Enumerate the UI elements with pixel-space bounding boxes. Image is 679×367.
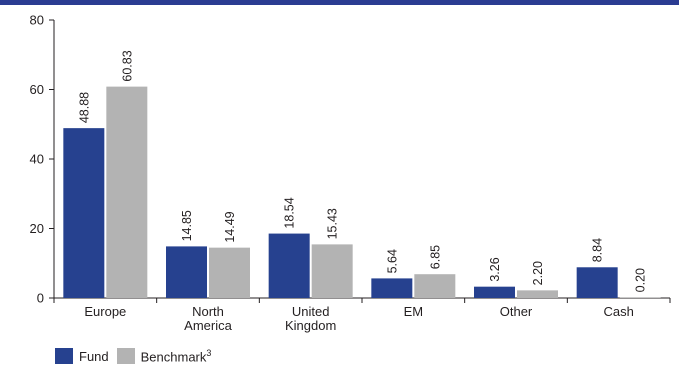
data-label-benchmark: 15.43 [326,208,340,239]
bar-fund [474,286,515,298]
data-label-fund: 48.88 [77,92,91,123]
data-label-fund: 18.54 [283,197,297,228]
y-tick-label: 40 [30,152,44,167]
legend-footnote-marker: 3 [206,347,212,358]
x-category-label: North [192,304,224,319]
y-tick-label: 20 [30,221,44,236]
y-tick-label: 60 [30,82,44,97]
bar-fund [576,267,618,298]
x-category-label: Kingdom [285,318,336,333]
bar-benchmark [106,86,148,298]
bar-benchmark [517,290,558,298]
y-tick-label: 0 [37,291,44,306]
x-category-label: Europe [84,304,126,319]
bar-benchmark [414,274,456,298]
legend-swatch-benchmark [116,347,135,364]
legend-label-benchmark-text: Benchmark [140,349,207,365]
x-category-label: Cash [603,304,633,319]
data-label-fund: 14.85 [180,210,194,241]
legend-item-benchmark: Benchmark3 [116,347,212,364]
legend-label-fund: Fund [79,348,109,364]
bar-benchmark [209,247,250,298]
data-label-benchmark: 6.85 [428,245,442,269]
x-category-label: Other [500,304,533,319]
bar-fund [268,233,310,298]
bar-fund [166,246,207,298]
legend-swatch-fund [55,348,73,364]
x-category-label: United [292,304,330,319]
x-category-label: EM [404,304,424,319]
bar-chart: 0 20 40 60 80 48.88 60.83 Europe 14.85 14.49 North… [30,13,671,333]
bar-fund [63,128,105,298]
data-label-fund: 3.26 [488,257,502,281]
data-label-benchmark: 14.49 [223,211,237,242]
top-accent-bar [0,0,679,5]
data-label-benchmark: 0.20 [634,268,648,292]
chart-legend: Fund Benchmark3 [55,347,219,365]
data-label-fund: 8.84 [591,238,605,262]
bar-fund [371,278,413,298]
legend-item-fund: Fund [55,348,109,364]
bar-benchmark [619,297,661,298]
x-category-label: America [184,318,232,333]
data-label-benchmark: 2.20 [531,261,545,285]
data-label-benchmark: 60.83 [120,50,134,81]
y-tick-label: 80 [30,13,44,28]
data-label-fund: 5.64 [385,249,399,273]
bar-benchmark [311,244,353,298]
legend-label-benchmark: Benchmark3 [141,348,212,364]
